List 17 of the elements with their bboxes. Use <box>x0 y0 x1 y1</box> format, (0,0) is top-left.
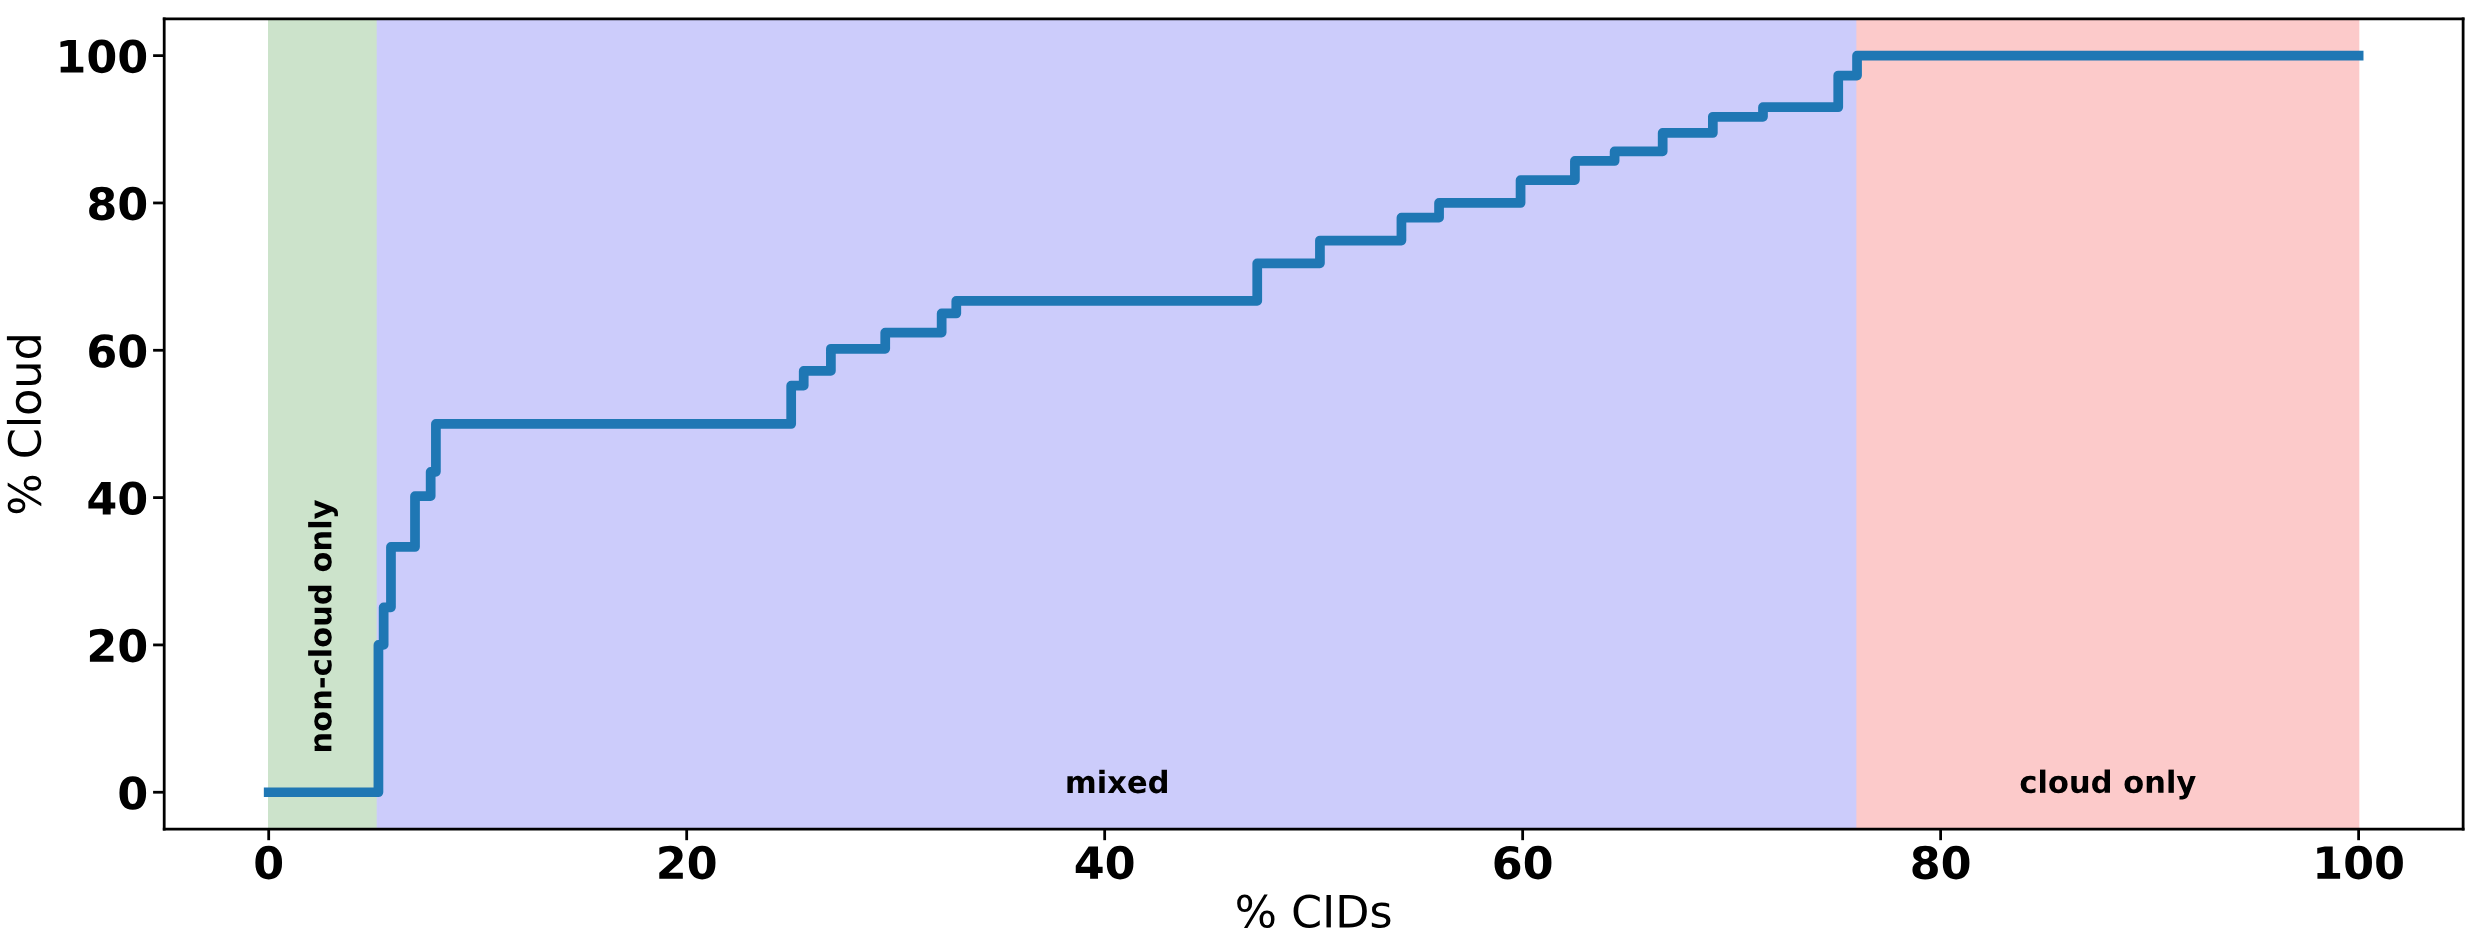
x-tick-label: 100 <box>2317 845 2403 880</box>
x-tick-label: 20 <box>659 845 716 880</box>
x-tick-label: 40 <box>1075 845 1134 880</box>
y-tick-label: 80 <box>89 186 147 221</box>
x-tick-label: 60 <box>1494 845 1552 880</box>
band-label: mixed <box>1067 769 1167 794</box>
y-axis-title: % Cloud <box>6 336 42 514</box>
x-axis-title: % CIDs <box>1237 894 1391 929</box>
band-label: cloud only <box>2020 769 2196 800</box>
y-tick-label: 0 <box>119 776 147 810</box>
y-tick-label: 40 <box>88 481 147 516</box>
y-tick-label: 60 <box>89 334 147 368</box>
x-tick-label: 80 <box>1912 845 1970 880</box>
x-tick-label: 0 <box>255 845 283 880</box>
y-tick-label: 100 <box>60 39 147 74</box>
band-label: non-cloud only <box>308 499 338 752</box>
y-tick-label: 20 <box>89 628 147 663</box>
